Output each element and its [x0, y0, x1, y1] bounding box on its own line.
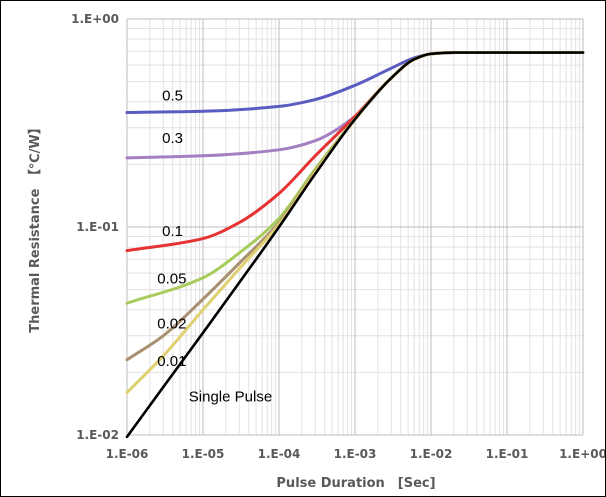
x-tick-label: 1.E-06 [106, 447, 149, 461]
series-label: 0.5 [162, 88, 183, 105]
series-label: 0.05 [157, 271, 186, 288]
grid-lines [126, 18, 584, 436]
y-tick-labels: 1.E+00 1.E-01 1.E-02 [71, 12, 119, 442]
x-tick-label: 1.E+00 [559, 447, 605, 461]
x-tick-label: 1.E-04 [258, 447, 301, 461]
y-axis-label: Thermal Resistance 【℃/W】 [27, 121, 43, 333]
y-tick-label: 1.E+00 [71, 12, 119, 26]
series-label: Single Pulse [189, 388, 272, 405]
series-label: 0.02 [157, 316, 186, 333]
series-line-single-pulse [125, 51, 585, 439]
x-tick-label: 1.E-05 [182, 447, 225, 461]
x-tick-labels: 1.E-06 1.E-05 1.E-04 1.E-03 1.E-02 1.E-01 1.E+… [106, 447, 605, 461]
x-tick-label: 1.E-01 [486, 447, 529, 461]
y-tick-label: 1.E-02 [76, 428, 119, 442]
x-tick-label: 1.E-03 [334, 447, 377, 461]
series-lines [125, 51, 585, 439]
series-label: 0.01 [157, 353, 186, 370]
x-axis-label: Pulse Duration [Sec] [276, 476, 435, 491]
y-tick-label: 1.E-01 [76, 220, 119, 234]
x-tick-label: 1.E-02 [410, 447, 453, 461]
series-label: 0.3 [162, 130, 183, 147]
series-labels: 0.5 0.3 0.1 0.05 0.02 0.01 Single Pulse [157, 88, 272, 406]
series-label: 0.1 [162, 223, 183, 240]
